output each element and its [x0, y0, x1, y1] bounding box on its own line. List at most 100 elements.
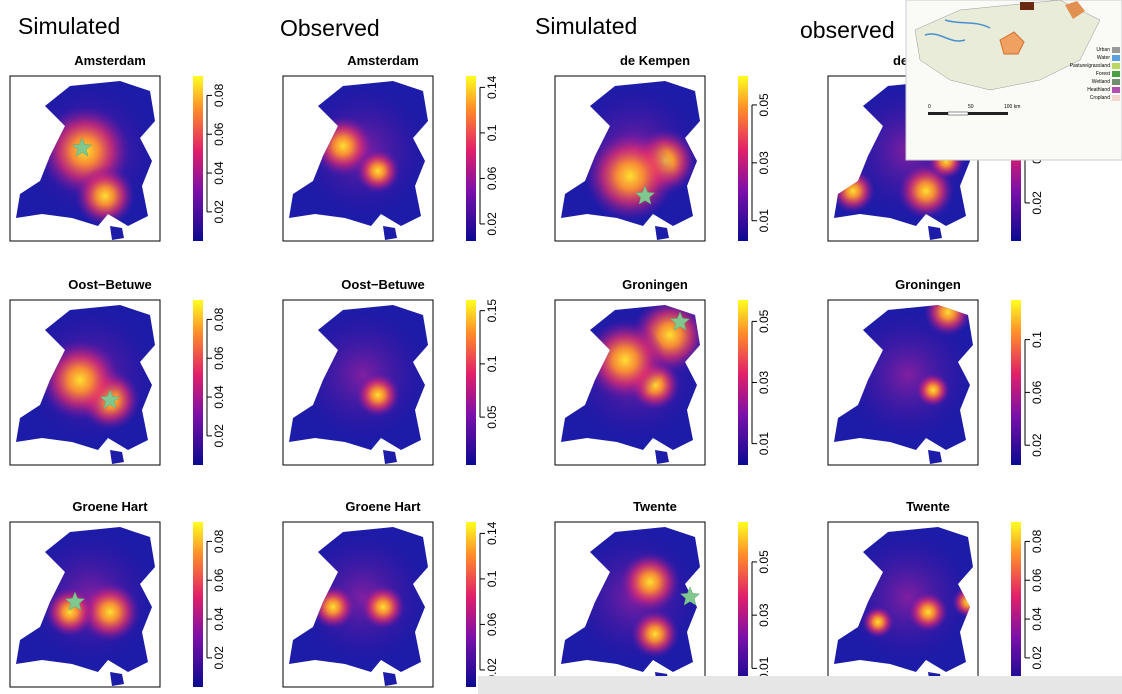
heatmap	[283, 76, 433, 241]
legend-swatch	[1112, 79, 1120, 85]
panel-title: Groningen	[622, 277, 688, 292]
panel: Groningen0.020.060.1	[828, 277, 1044, 465]
colorbar	[738, 300, 748, 465]
heatmap-haze	[293, 305, 433, 445]
scale-bar	[948, 112, 968, 115]
colorbar	[738, 522, 748, 687]
panel-title: Twente	[906, 499, 950, 514]
colorbar	[466, 76, 476, 241]
heatmap	[283, 300, 433, 465]
panel-title: de Kempen	[620, 53, 690, 68]
inset-region	[1020, 2, 1034, 10]
heatmap-hotspot	[361, 585, 405, 629]
tick-label: 0.1	[485, 124, 499, 141]
tick-label: 0.05	[757, 550, 771, 574]
tick-label: 0.06	[212, 122, 226, 146]
panel-title: Oost−Betuwe	[341, 277, 424, 292]
heatmap	[10, 76, 160, 241]
tick-label: 0.04	[212, 607, 226, 631]
heatmap-hotspot	[585, 320, 665, 400]
tick-label: 0.06	[1030, 568, 1044, 592]
figure: Simulated Observed Simulated observed Am…	[0, 0, 1122, 694]
panel: Twente0.010.030.05	[555, 499, 771, 687]
heatmap	[283, 522, 433, 687]
colorbar	[1011, 522, 1021, 687]
heatmap	[10, 300, 160, 465]
tick-label: 0.1	[485, 355, 499, 372]
tick-label: 0.1	[485, 570, 499, 587]
tick-label: 0.01	[757, 432, 771, 456]
tick-label: 0.03	[757, 151, 771, 175]
panel-title: Oost−Betuwe	[68, 277, 151, 292]
heatmap	[828, 288, 978, 465]
legend-label: Heathland	[1087, 87, 1110, 93]
heatmap-hotspot	[831, 169, 875, 213]
tick-label: 0.06	[485, 612, 499, 636]
colorbar	[1011, 300, 1021, 465]
column-header: Simulated	[535, 13, 637, 39]
legend-swatch	[1112, 47, 1120, 53]
tick-label: 0.03	[757, 370, 771, 394]
tick-label: 0.05	[757, 93, 771, 117]
heatmap-hotspot	[585, 131, 675, 221]
heatmap-hotspot	[916, 373, 950, 407]
heatmap-hotspot	[908, 592, 948, 632]
legend-label: Urban	[1096, 47, 1110, 53]
scale-label: 0	[928, 104, 931, 110]
tick-label: 0.04	[212, 385, 226, 409]
heatmap	[10, 522, 160, 687]
legend-swatch	[1112, 63, 1120, 69]
tick-label: 0.08	[212, 529, 226, 553]
colorbar	[466, 300, 476, 465]
colorbar	[738, 76, 748, 241]
tick-label: 0.02	[1030, 191, 1044, 215]
heatmap-hotspot	[356, 373, 400, 417]
tick-label: 0.04	[212, 161, 226, 185]
tick-label: 0.02	[485, 212, 499, 236]
tick-label: 0.02	[1030, 646, 1044, 670]
tick-label: 0.14	[485, 521, 499, 545]
tick-label: 0.02	[212, 200, 226, 224]
legend-label: Water	[1097, 55, 1110, 61]
colorbar	[193, 300, 203, 465]
heatmap	[555, 76, 705, 241]
column-header: Observed	[280, 15, 380, 41]
tick-label: 0.06	[212, 346, 226, 370]
tick-label: 0.05	[757, 309, 771, 333]
colorbar	[193, 76, 203, 241]
heatmap-hotspot	[45, 587, 95, 637]
legend-swatch	[1112, 71, 1120, 77]
heatmap-hotspot	[631, 610, 679, 658]
tick-label: 0.02	[1030, 433, 1044, 457]
tick-label: 0.05	[485, 405, 499, 429]
panel: Oost−Betuwe 0.02 0.04 0.06 0.08	[10, 277, 226, 465]
heatmap-haze	[293, 527, 433, 667]
legend-label: Pasture/grassland	[1070, 63, 1111, 69]
tick-label: 0.02	[212, 424, 226, 448]
tick-label: 0.14	[485, 75, 499, 99]
tick-label: 0.02	[212, 646, 226, 670]
panel: Amsterdam0.020.040.060.08	[10, 53, 226, 241]
heatmap	[828, 522, 984, 687]
panel-title: Amsterdam	[347, 53, 419, 68]
scale-label: 50	[968, 104, 974, 110]
heatmap-hotspot	[40, 340, 120, 420]
tick-label: 0.04	[1030, 607, 1044, 631]
legend-swatch	[1112, 87, 1120, 93]
tick-label: 0.1	[1030, 331, 1044, 348]
map-inset: 0 50 100 km UrbanWaterPasture/grasslandF…	[906, 0, 1122, 160]
heatmap-hotspot	[311, 585, 355, 629]
tick-label: 0.08	[212, 307, 226, 331]
panel-title: Groene Hart	[345, 499, 421, 514]
legend-swatch	[1112, 95, 1120, 101]
heatmap-hotspot	[924, 288, 972, 336]
panel-title: Groene Hart	[72, 499, 148, 514]
colorbar	[466, 522, 476, 687]
scale-label: 100 km	[1004, 104, 1020, 110]
